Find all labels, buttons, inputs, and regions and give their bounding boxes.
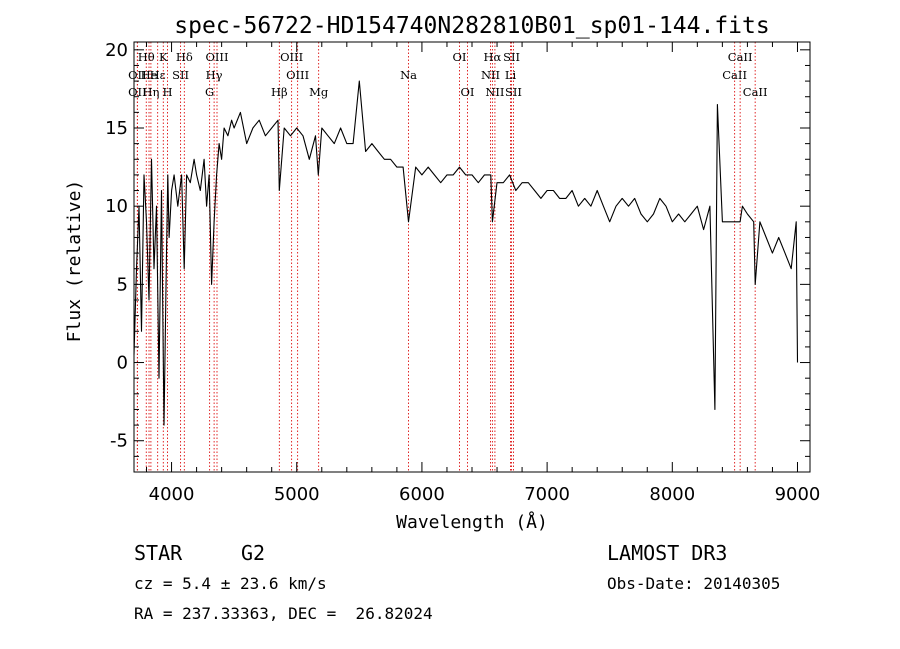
line-marker-label: Hε <box>150 68 166 82</box>
chart-title: spec-56722-HD154740N282810B01_sp01-144.f… <box>174 13 769 39</box>
line-marker-label: NII <box>485 85 504 99</box>
y-tick-label: 10 <box>105 196 128 217</box>
line-marker-label: SII <box>172 68 189 82</box>
line-marker-label: OII <box>128 85 147 99</box>
y-axis: -5 0 5 10 15 20 <box>105 40 810 457</box>
redshift-value: cz = 5.4 ± 23.6 km/s <box>134 574 327 593</box>
line-marker-label: OIII <box>205 50 228 64</box>
y-tick-label: 20 <box>105 40 128 61</box>
y-tick-label: 0 <box>117 353 128 374</box>
line-marker-label: OII <box>128 68 147 82</box>
line-marker-label: Mg <box>309 85 329 99</box>
line-marker-label: Hγ <box>206 68 223 82</box>
line-marker-label: CaII <box>728 50 753 64</box>
line-marker-label: H <box>163 85 173 99</box>
coordinates: RA = 237.33363, DEC = 26.82024 <box>134 604 433 623</box>
x-tick-label: 8000 <box>649 484 695 505</box>
y-tick-label: 15 <box>105 118 128 139</box>
x-tick-label: 7000 <box>524 484 570 505</box>
y-axis-label: Flux (relative) <box>64 180 85 343</box>
line-marker-label: OI <box>461 85 475 99</box>
y-tick-label: -5 <box>110 431 128 452</box>
line-marker-label: G <box>205 85 214 99</box>
line-marker-label: NII <box>481 68 500 82</box>
object-subclass: G2 <box>241 541 266 565</box>
plot-frame <box>133 41 811 473</box>
line-marker-label: SII <box>503 50 520 64</box>
line-marker-label: Hβ <box>271 85 288 99</box>
line-marker-label: OIII <box>280 50 303 64</box>
x-tick-label: 9000 <box>775 484 821 505</box>
line-marker-label: SII <box>505 85 522 99</box>
x-tick-label: 5000 <box>274 484 320 505</box>
line-marker-label: OI <box>452 50 466 64</box>
line-marker-label: Hθ <box>138 50 155 64</box>
line-marker-label: OIII <box>286 68 309 82</box>
y-tick-label: 5 <box>117 274 128 295</box>
line-marker-label: Li <box>505 68 517 82</box>
x-axis: 4000 5000 6000 7000 8000 9000 <box>146 42 821 505</box>
line-marker-label: Hδ <box>176 50 193 64</box>
spectral-line-markers <box>136 42 756 472</box>
x-tick-label: 6000 <box>399 484 445 505</box>
line-marker-label: K <box>159 50 168 64</box>
line-marker-label: CaII <box>722 68 747 82</box>
x-tick-label: 4000 <box>149 484 195 505</box>
observation-date: Obs-Date: 20140305 <box>607 574 781 593</box>
survey-name: LAMOST DR3 <box>607 541 728 565</box>
line-marker-label: Hη <box>142 85 159 99</box>
line-marker-label: He <box>141 68 158 82</box>
flux-series-line <box>133 80 799 426</box>
object-class: STAR <box>134 541 183 565</box>
x-axis-label: Wavelength (Å) <box>396 511 548 533</box>
line-marker-label: Na <box>400 68 417 82</box>
line-marker-label: Hα <box>484 50 502 64</box>
line-marker-label: CaII <box>743 85 768 99</box>
